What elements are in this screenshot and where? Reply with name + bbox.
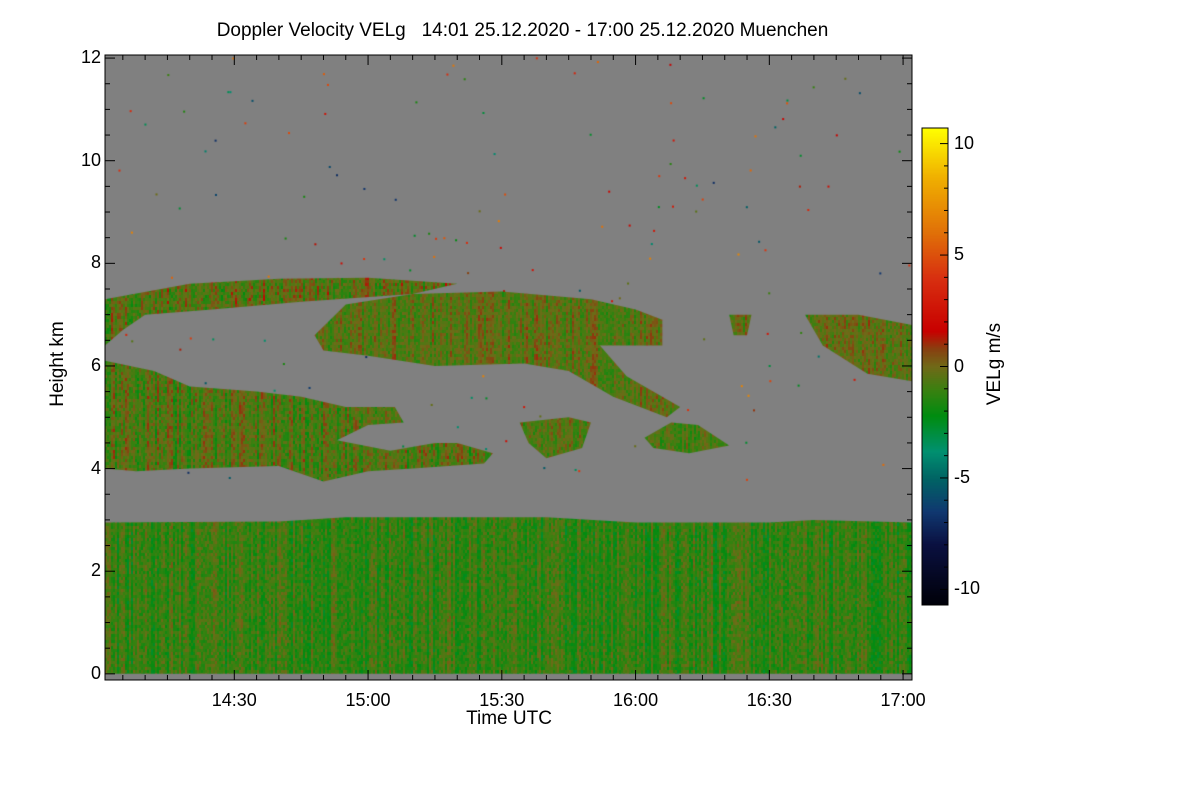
x-tick-label: 15:00 bbox=[345, 690, 391, 710]
chart-title: Doppler Velocity VELg 14:01 25.12.2020 -… bbox=[216, 20, 829, 41]
x-tick-label: 16:30 bbox=[746, 690, 792, 710]
colorbar-tick-label: 5 bbox=[954, 244, 965, 265]
colorbar-tick-label: -10 bbox=[954, 578, 981, 599]
velocity-region-upper-cloud-thin bbox=[105, 278, 457, 346]
colorbar-tick-label: 10 bbox=[954, 132, 975, 153]
velocity-region-fallstreak-1600 bbox=[644, 422, 729, 453]
y-tick-label: 12 bbox=[80, 47, 101, 68]
x-tick-label: 14:30 bbox=[211, 690, 257, 710]
x-tick-label: 17:00 bbox=[880, 690, 926, 710]
plot-frame bbox=[104, 54, 913, 681]
x-axis-label: Time UTC bbox=[466, 708, 552, 729]
y-tick-label: 8 bbox=[90, 252, 101, 273]
y-tick-label: 6 bbox=[90, 354, 101, 375]
x-tick-label: 15:30 bbox=[479, 690, 525, 710]
y-tick-label: 2 bbox=[90, 560, 101, 581]
colorbar-label: VELg m/s bbox=[984, 322, 1005, 406]
x-tick-label: 16:00 bbox=[613, 690, 659, 710]
y-tick-label: 4 bbox=[90, 457, 101, 478]
colorbar-tick-label: 0 bbox=[954, 355, 965, 376]
velocity-region-cloud-1620 bbox=[729, 315, 751, 336]
velocity-region-upper-cloud-main bbox=[315, 292, 681, 418]
y-tick-label: 0 bbox=[90, 662, 101, 683]
velocity-region-boundary-layer bbox=[105, 517, 912, 674]
y-tick-label: 10 bbox=[80, 149, 101, 170]
velocity-region-cloud-1645 bbox=[805, 315, 912, 382]
velocity-region-mid-cloud-lower bbox=[105, 361, 493, 482]
colorbar-tick-label: -5 bbox=[954, 466, 971, 487]
velocity-region-fallstreak-1530 bbox=[520, 417, 591, 458]
